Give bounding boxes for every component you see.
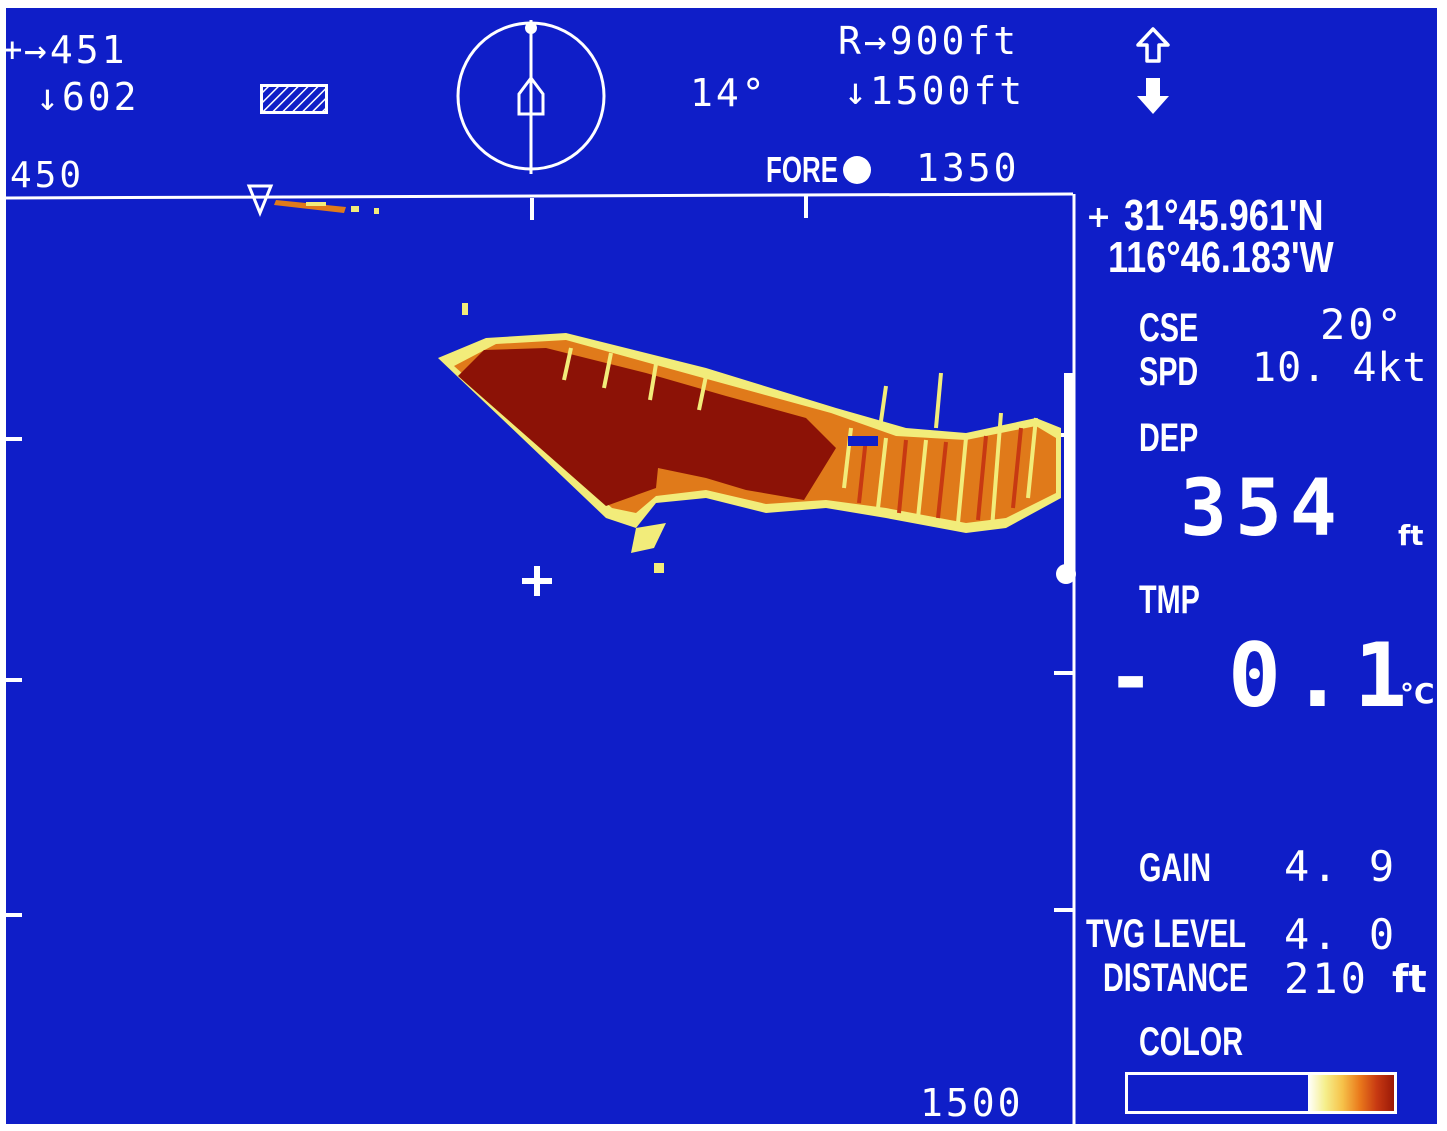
cursor-crosshair-icon	[522, 566, 552, 596]
compass-ship-icon	[456, 20, 606, 174]
range-readout: R→900ft	[838, 19, 1020, 63]
course-value: 20°	[1320, 300, 1405, 349]
temperature-value: 0.1	[1228, 624, 1417, 727]
speed-value: 10. 4kt	[1252, 345, 1428, 391]
depth-down-readout: ↓602	[36, 75, 140, 119]
depth-value: 354	[1180, 464, 1345, 554]
speed-label: SPD	[1139, 350, 1199, 394]
up-arrow-outline-icon[interactable]	[1135, 26, 1171, 64]
color-scale-bar	[1125, 1072, 1397, 1114]
temperature-unit: °C	[1400, 677, 1435, 710]
scale-start-label: 450	[10, 155, 85, 196]
heading-angle-readout: 14°	[690, 71, 768, 115]
gain-value: 4. 9	[1284, 842, 1398, 891]
tvg-level-label: TVG LEVEL	[1086, 912, 1247, 956]
color-label: COLOR	[1139, 1020, 1243, 1064]
scale-mid-label: 1350	[916, 146, 1020, 190]
longitude-readout: 116°46.183'W	[1108, 233, 1334, 282]
sonar-screen: + →451 ↓602 450 14° R→900ft ↓1500ft FORE…	[6, 8, 1437, 1124]
depth-range-readout: ↓1500ft	[844, 69, 1026, 113]
gain-label: GAIN	[1139, 846, 1211, 890]
temperature-sign: -	[1114, 631, 1148, 724]
fore-indicator-icon	[843, 156, 871, 184]
cursor-marker-icon: +	[6, 30, 26, 70]
fore-label: FORE	[766, 149, 839, 190]
distance-label: DISTANCE	[1103, 956, 1249, 1000]
tvg-level-value: 4. 0	[1284, 910, 1398, 959]
down-arrow-filled-icon[interactable]	[1135, 76, 1171, 116]
course-label: CSE	[1139, 306, 1199, 350]
depth-label: DEP	[1139, 416, 1199, 460]
range-right-readout: →451	[24, 28, 128, 72]
position-marker-icon: +	[1086, 200, 1112, 235]
distance-unit: ft	[1392, 957, 1427, 1001]
depth-unit: ft	[1398, 519, 1424, 552]
distance-value: 210	[1284, 954, 1369, 1003]
temperature-label: TMP	[1139, 578, 1200, 622]
scale-bottom-label: 1500	[920, 1081, 1024, 1124]
hatched-box-icon	[260, 84, 328, 114]
echo-display	[6, 184, 1076, 1124]
latitude-readout: 31°45.961'N	[1124, 191, 1324, 240]
